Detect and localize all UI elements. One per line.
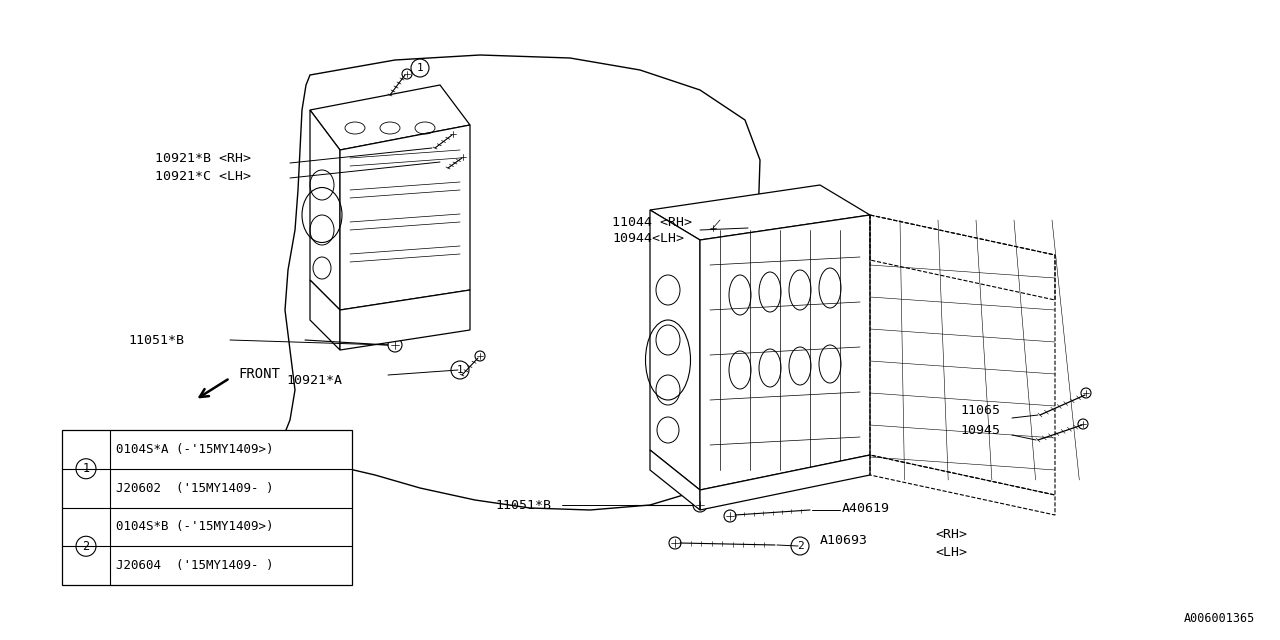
Text: 11065: 11065 <box>960 403 1000 417</box>
Polygon shape <box>340 290 470 350</box>
Polygon shape <box>700 215 870 490</box>
Circle shape <box>1082 388 1091 398</box>
Polygon shape <box>310 85 470 150</box>
Polygon shape <box>275 55 760 510</box>
Circle shape <box>724 510 736 522</box>
Text: J20602  ('15MY1409- ): J20602 ('15MY1409- ) <box>116 482 274 495</box>
Text: 0104S*A (-'15MY1409>): 0104S*A (-'15MY1409>) <box>116 443 274 456</box>
Text: 10921*B <RH>: 10921*B <RH> <box>155 152 251 164</box>
Polygon shape <box>310 110 340 310</box>
Circle shape <box>1078 419 1088 429</box>
Text: <RH>: <RH> <box>934 529 966 541</box>
Text: 1: 1 <box>457 365 463 375</box>
Circle shape <box>448 129 458 139</box>
Text: 2: 2 <box>796 541 804 551</box>
Circle shape <box>388 338 402 352</box>
Text: A10693: A10693 <box>820 534 868 547</box>
Circle shape <box>669 537 681 549</box>
Text: FRONT: FRONT <box>238 367 280 381</box>
Text: <LH>: <LH> <box>934 545 966 559</box>
Text: J20604  ('15MY1409- ): J20604 ('15MY1409- ) <box>116 559 274 572</box>
Polygon shape <box>310 280 340 350</box>
Text: 10921*A: 10921*A <box>285 374 342 387</box>
Text: 11044 <RH>: 11044 <RH> <box>612 216 692 228</box>
Text: 2: 2 <box>82 540 90 553</box>
Circle shape <box>402 69 412 79</box>
Text: 11051*B: 11051*B <box>128 333 184 346</box>
Text: 1: 1 <box>416 63 424 73</box>
Polygon shape <box>650 450 700 510</box>
Circle shape <box>708 223 718 233</box>
Circle shape <box>475 351 485 361</box>
Text: 11051*B: 11051*B <box>495 499 550 511</box>
Polygon shape <box>650 210 700 490</box>
Text: 0104S*B (-'15MY1409>): 0104S*B (-'15MY1409>) <box>116 520 274 533</box>
Polygon shape <box>700 455 870 510</box>
Polygon shape <box>340 125 470 310</box>
Text: 1: 1 <box>82 462 90 476</box>
Polygon shape <box>650 185 870 240</box>
Text: A006001365: A006001365 <box>1184 612 1254 625</box>
Circle shape <box>692 498 707 512</box>
Polygon shape <box>61 430 352 585</box>
Text: 10945: 10945 <box>960 424 1000 436</box>
Text: 10944<LH>: 10944<LH> <box>612 232 684 244</box>
Circle shape <box>458 152 468 162</box>
Text: 10921*C <LH>: 10921*C <LH> <box>155 170 251 182</box>
Text: A40619: A40619 <box>842 502 890 515</box>
